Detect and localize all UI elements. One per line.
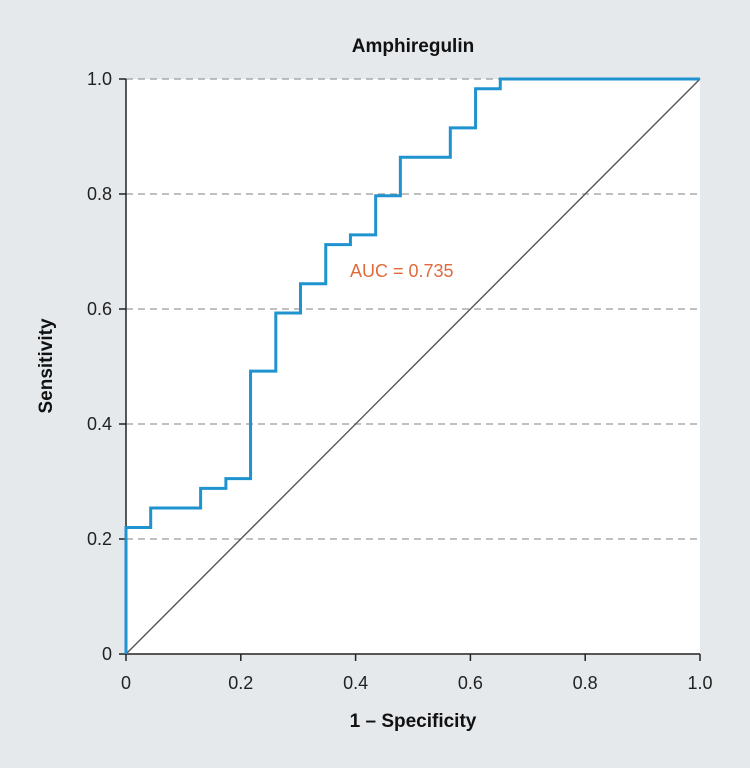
x-tick-label-5: 1.0 [687,673,712,693]
roc-curve-line [124,77,700,654]
x-tick-label-1: 0.2 [228,673,253,693]
x-tick-label-2: 0.4 [343,673,368,693]
series [124,77,701,655]
reference-diagonal-line [125,78,701,655]
x-axis-title: 1 – Specificity [350,711,477,732]
x-tick-label-4: 0.8 [573,673,598,693]
y-tick-label-5: 1.0 [87,69,112,89]
axis-ticks: 0 0.2 0.4 0.6 0.8 1.0 0 0.2 0.4 0.6 0.8 1.0 [87,69,713,693]
y-tick-label-0: 0 [102,644,112,664]
y-tick-label-1: 0.2 [87,529,112,549]
y-axis-title: Sensitivity [36,318,57,413]
y-tick-label-2: 0.4 [87,414,112,434]
chart-title: Amphiregulin [352,36,474,57]
y-tick-label-4: 0.8 [87,184,112,204]
x-tick-label-3: 0.6 [458,673,483,693]
auc-annotation: AUC = 0.735 [350,261,454,281]
y-tick-label-3: 0.6 [87,299,112,319]
x-tick-label-0: 0 [121,673,131,693]
